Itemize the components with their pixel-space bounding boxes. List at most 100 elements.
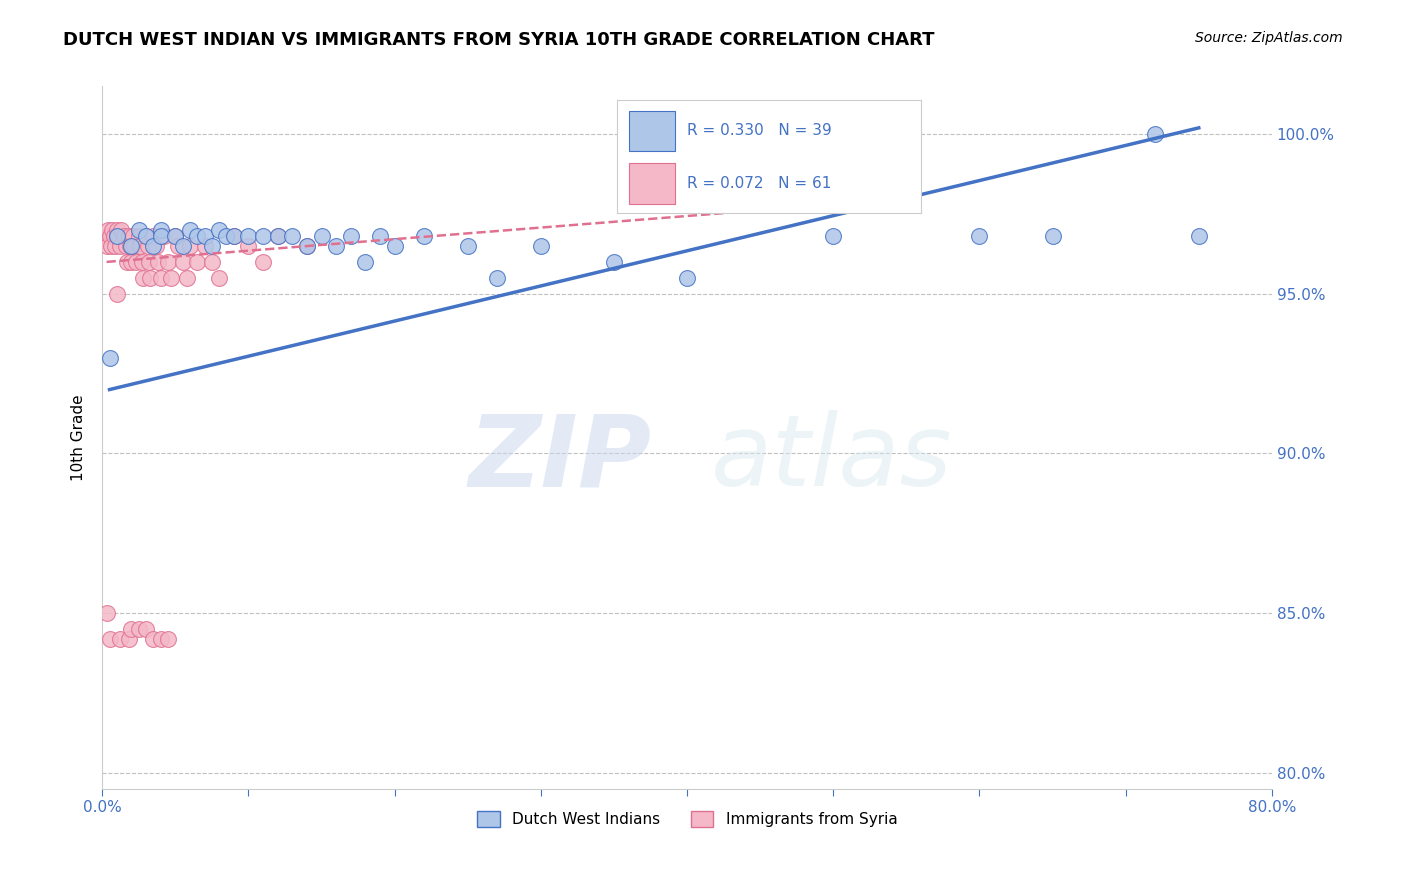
- Point: [156, 632, 179, 646]
- Point: [98, 229, 121, 244]
- Point: [96, 239, 118, 253]
- Point: [146, 255, 169, 269]
- Point: [117, 632, 139, 646]
- Point: [105, 223, 128, 237]
- Point: [112, 229, 135, 244]
- Point: [165, 229, 187, 244]
- Point: [281, 229, 304, 244]
- Point: [125, 255, 148, 269]
- Point: [530, 239, 553, 253]
- Point: [118, 239, 141, 253]
- Point: [156, 255, 179, 269]
- Point: [100, 239, 122, 253]
- Point: [457, 239, 479, 253]
- Point: [160, 271, 183, 285]
- Point: [167, 239, 190, 253]
- Point: [201, 239, 224, 253]
- Point: [142, 632, 165, 646]
- Point: [129, 239, 152, 253]
- Point: [1143, 127, 1166, 141]
- Point: [149, 271, 172, 285]
- Point: [969, 229, 991, 244]
- Point: [311, 229, 333, 244]
- Point: [149, 223, 172, 237]
- Point: [105, 229, 128, 244]
- Point: [1188, 229, 1211, 244]
- Point: [103, 229, 125, 244]
- Point: [325, 239, 347, 253]
- Point: [266, 229, 288, 244]
- Point: [412, 229, 434, 244]
- Point: [142, 229, 165, 244]
- Point: [179, 223, 201, 237]
- Point: [136, 239, 159, 253]
- Point: [120, 255, 142, 269]
- Point: [104, 239, 127, 253]
- Point: [208, 223, 231, 237]
- Point: [101, 223, 124, 237]
- Point: [222, 229, 245, 244]
- Point: [96, 606, 118, 620]
- Text: ZIP: ZIP: [470, 410, 652, 507]
- Point: [149, 632, 172, 646]
- Point: [208, 271, 231, 285]
- Text: Source: ZipAtlas.com: Source: ZipAtlas.com: [1195, 31, 1343, 45]
- Point: [172, 239, 194, 253]
- Point: [354, 255, 377, 269]
- Point: [193, 229, 215, 244]
- Point: [120, 622, 142, 636]
- Point: [105, 286, 128, 301]
- Point: [115, 255, 138, 269]
- Point: [124, 239, 146, 253]
- Point: [238, 229, 260, 244]
- Point: [368, 229, 391, 244]
- Point: [186, 229, 208, 244]
- Point: [485, 271, 508, 285]
- Point: [384, 239, 406, 253]
- Point: [117, 229, 139, 244]
- Point: [215, 229, 238, 244]
- Point: [120, 239, 142, 253]
- Point: [135, 229, 157, 244]
- Point: [266, 229, 288, 244]
- Point: [295, 239, 318, 253]
- Point: [98, 632, 121, 646]
- Point: [138, 255, 160, 269]
- Point: [97, 223, 120, 237]
- Point: [128, 229, 150, 244]
- Point: [145, 239, 167, 253]
- Point: [114, 239, 136, 253]
- Text: DUTCH WEST INDIAN VS IMMIGRANTS FROM SYRIA 10TH GRADE CORRELATION CHART: DUTCH WEST INDIAN VS IMMIGRANTS FROM SYR…: [63, 31, 935, 49]
- Point: [110, 223, 132, 237]
- Point: [172, 255, 194, 269]
- Point: [252, 229, 274, 244]
- Point: [135, 622, 157, 636]
- Point: [149, 229, 172, 244]
- Point: [152, 229, 174, 244]
- Point: [676, 271, 699, 285]
- Point: [105, 229, 128, 244]
- Point: [238, 239, 260, 253]
- Legend: Dutch West Indians, Immigrants from Syria: Dutch West Indians, Immigrants from Syri…: [471, 805, 904, 833]
- Point: [222, 229, 245, 244]
- Point: [201, 255, 224, 269]
- Point: [96, 229, 118, 244]
- Point: [139, 271, 162, 285]
- Point: [603, 255, 626, 269]
- Point: [135, 229, 157, 244]
- Point: [179, 239, 201, 253]
- Point: [108, 632, 131, 646]
- Text: atlas: atlas: [710, 410, 952, 507]
- Point: [176, 271, 198, 285]
- Point: [128, 622, 150, 636]
- Point: [339, 229, 361, 244]
- Point: [142, 239, 165, 253]
- Point: [823, 229, 845, 244]
- Point: [98, 351, 121, 365]
- Point: [132, 271, 155, 285]
- Point: [1042, 229, 1064, 244]
- Point: [122, 229, 145, 244]
- Point: [131, 255, 153, 269]
- Y-axis label: 10th Grade: 10th Grade: [72, 394, 86, 481]
- Point: [193, 239, 215, 253]
